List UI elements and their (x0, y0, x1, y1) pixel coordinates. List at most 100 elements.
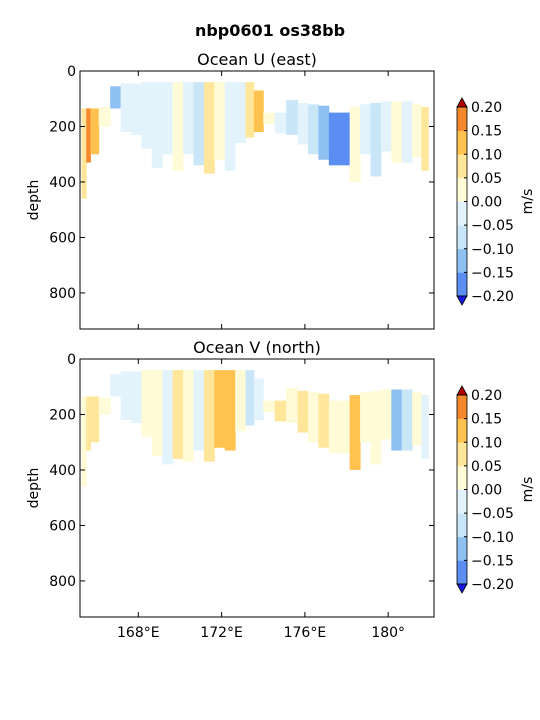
axes-frame (79, 358, 435, 618)
data-cell (253, 378, 264, 421)
data-cell (224, 82, 236, 171)
y-axis-label: depth (26, 468, 42, 509)
data-cell (370, 390, 382, 465)
data-cell (308, 392, 319, 443)
data-cell (90, 396, 100, 443)
data-cell (412, 392, 423, 445)
colorbar-bin (457, 177, 467, 202)
colorbar-tick-label: −0.10 (471, 530, 514, 546)
y-tick-label: 400 (49, 175, 76, 191)
data-cell (263, 400, 276, 412)
data-cell (274, 400, 287, 422)
colorbar-tick-label: −0.10 (471, 242, 514, 258)
y-tick-label: 600 (49, 230, 76, 246)
data-cell (90, 108, 100, 155)
data-cell (380, 101, 392, 152)
colorbar-tick-label: 0.00 (471, 195, 502, 211)
data-cell (245, 370, 255, 426)
data-cell (131, 371, 142, 423)
data-cell (141, 370, 153, 437)
data-cell (297, 390, 309, 433)
data-cell (349, 107, 361, 182)
data-cell (110, 374, 122, 397)
data-cell (214, 370, 226, 448)
data-cell (380, 389, 392, 440)
x-tick-label: 168°E (117, 625, 160, 641)
colorbar-bin (457, 107, 467, 131)
x-tick-label: 172°E (200, 625, 243, 641)
data-cells (81, 82, 429, 199)
data-cell (328, 400, 340, 454)
colorbar-tick-label: 0.15 (471, 124, 502, 140)
colorbar-tick-label: 0.05 (471, 171, 502, 187)
data-cell (151, 82, 163, 169)
data-cell (151, 370, 163, 457)
colorbar-bin (457, 465, 467, 490)
data-cell (203, 370, 215, 462)
data-cell (235, 82, 247, 144)
data-cell (224, 370, 236, 451)
data-cell (110, 86, 122, 109)
y-axis-label: depth (26, 180, 42, 221)
data-cell (214, 82, 226, 160)
figure-suptitle: nbp0601 os38bb (195, 21, 345, 40)
data-cell (360, 104, 371, 155)
data-cells (81, 370, 429, 487)
data-cell (193, 370, 205, 451)
data-cell (253, 90, 264, 133)
colorbar-tick-label: −0.05 (471, 218, 514, 234)
colorbar-bin (457, 225, 467, 250)
panel-2: Ocean V (north) 0 200 400 600 800 168°E 172°E 17… (26, 338, 536, 641)
data-cell (421, 107, 429, 171)
data-cell (172, 370, 184, 459)
colorbar-tick-label: 0.10 (471, 147, 502, 163)
data-cell (98, 107, 111, 127)
x-tick-label: 176°E (284, 625, 327, 641)
data-cell (286, 388, 299, 423)
colorbar-tick-label: 0.15 (471, 412, 502, 428)
data-cell (193, 82, 205, 166)
colorbar-bin (457, 418, 467, 443)
data-cell (391, 101, 403, 163)
colorbar-tick-label: −0.15 (471, 265, 514, 281)
colorbar-label: m/s (520, 477, 536, 503)
colorbar-label: m/s (520, 189, 536, 215)
axes-frame (79, 70, 435, 330)
data-cell (349, 395, 361, 470)
data-cell (370, 102, 382, 177)
data-cell (172, 82, 184, 171)
data-cell (203, 82, 215, 174)
data-cell (183, 370, 194, 462)
data-cell (339, 112, 351, 166)
y-tick-label: 0 (67, 64, 76, 80)
y-tick-label: 200 (49, 119, 76, 135)
data-cell (412, 104, 423, 157)
data-cell (245, 82, 255, 138)
data-cell (235, 370, 247, 432)
data-cell (274, 112, 287, 134)
data-cell (81, 396, 87, 487)
data-cell (421, 395, 429, 459)
colorbar-bin (457, 395, 467, 419)
x-tick-label: 180° (371, 625, 405, 641)
data-cell (360, 392, 371, 443)
colorbar-extend-max (456, 97, 468, 108)
data-cell (401, 389, 413, 451)
data-cell (308, 104, 319, 155)
data-cell (318, 393, 330, 448)
panel-title: Ocean U (east) (197, 50, 317, 69)
colorbar-extend-min (456, 583, 468, 594)
data-cell (131, 83, 142, 135)
colorbar-extend-max (456, 385, 468, 396)
colorbar-tick-label: 0.05 (471, 459, 502, 475)
colorbar-bin (457, 489, 467, 514)
data-cell (141, 82, 153, 149)
data-cell (328, 112, 340, 166)
colorbar-tick-label: −0.20 (471, 577, 514, 593)
data-cell (162, 370, 174, 465)
data-cell (297, 102, 309, 145)
data-cell (86, 108, 91, 163)
colorbar-tick-label: −0.05 (471, 506, 514, 522)
data-cell (391, 389, 403, 451)
